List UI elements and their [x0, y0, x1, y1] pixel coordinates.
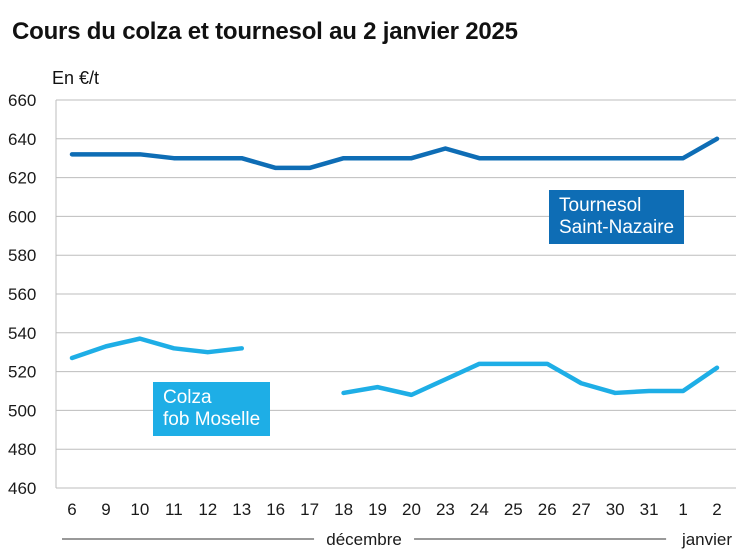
x-tick-label: 2 [712, 500, 721, 519]
y-tick-label: 500 [8, 401, 36, 420]
x-tick-label: 26 [538, 500, 557, 519]
series-line-colza [341, 361, 720, 398]
x-tick-label: 23 [436, 500, 455, 519]
x-tick-label: 18 [334, 500, 353, 519]
y-tick-label: 600 [8, 207, 36, 226]
y-tick-label: 560 [8, 285, 36, 304]
x-tick-label: 12 [198, 500, 217, 519]
chart-title: Cours du colza et tournesol au 2 janvier… [12, 18, 518, 45]
y-tick-label: 540 [8, 324, 36, 343]
y-tick-label: 620 [8, 169, 36, 188]
x-tick-label: 17 [300, 500, 319, 519]
x-tick-label: 20 [402, 500, 421, 519]
month-axis: décembre janvier [62, 530, 732, 549]
x-tick-label: 24 [470, 500, 489, 519]
x-tick-label: 13 [232, 500, 251, 519]
x-tick-label: 16 [266, 500, 285, 519]
legend-tournesol: Tournesol Saint-Nazaire [549, 190, 685, 244]
y-tick-label: 460 [8, 479, 36, 498]
legend-tournesol-line1: Tournesol [559, 195, 642, 216]
series-lines [69, 136, 720, 398]
y-axis-unit: En €/t [52, 68, 100, 88]
legend-tournesol-line2: Saint-Nazaire [559, 217, 675, 238]
legend-colza: Colza fob Moselle [153, 382, 271, 436]
x-tick-label: 30 [606, 500, 625, 519]
month-label-december: décembre [326, 530, 402, 549]
x-tick-label: 9 [101, 500, 110, 519]
legend-colza-line1: Colza [163, 387, 212, 408]
month-label-january: janvier [681, 530, 732, 549]
y-tick-label: 520 [8, 363, 36, 382]
series-line-tournesol [69, 136, 720, 171]
x-tick-label: 10 [130, 500, 149, 519]
x-axis-ticks: 6 9 10 11 12 13 16 17 18 19 20 23 24 25 26 27 30 31 1 2 [67, 500, 721, 519]
y-tick-label: 480 [8, 440, 36, 459]
x-tick-label: 31 [640, 500, 659, 519]
x-tick-label: 1 [678, 500, 687, 519]
series-line-colza [69, 336, 244, 361]
x-tick-label: 6 [67, 500, 76, 519]
x-tick-label: 11 [165, 500, 183, 519]
y-tick-label: 580 [8, 246, 36, 265]
y-tick-label: 640 [8, 130, 36, 149]
y-tick-label: 660 [8, 91, 36, 110]
x-tick-label: 19 [368, 500, 387, 519]
legend-colza-line2: fob Moselle [163, 409, 261, 430]
y-axis-ticks: 460 480 500 520 540 560 580 600 620 640 660 [8, 91, 36, 498]
x-tick-label: 27 [572, 500, 591, 519]
x-tick-label: 25 [504, 500, 523, 519]
